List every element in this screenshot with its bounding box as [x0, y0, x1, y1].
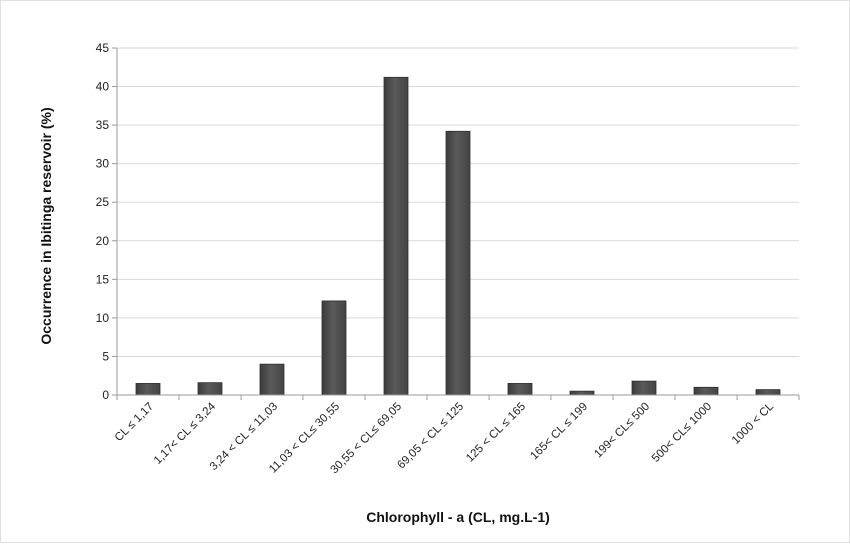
bar: [383, 76, 409, 396]
y-tick-labels: 0 5 10 15 20 25 30 35 40 45: [96, 41, 110, 402]
bar: [321, 300, 347, 396]
x-axis-title: Chlorophyll - a (CL, mg.L-1): [366, 509, 550, 525]
y-tick-label: 35: [96, 118, 110, 132]
y-tick-label: 20: [96, 234, 110, 248]
x-tick-label: 500< CL≤ 1000: [650, 401, 714, 465]
x-tick-label: 69,05 < CL ≤ 125: [395, 401, 466, 472]
bar: [631, 380, 657, 396]
x-tick-labels: CL ≤ 1,171,17< CL ≤ 3,243,24 < CL ≤ 11,0…: [113, 400, 777, 476]
y-tick-label: 25: [96, 195, 110, 209]
bars: [135, 76, 781, 396]
axes: [112, 47, 800, 400]
y-tick-label: 15: [96, 272, 110, 286]
y-tick-label: 0: [102, 388, 109, 402]
bar: [693, 386, 719, 396]
bar: [507, 383, 533, 396]
x-tick-label: 1000 < CL: [730, 400, 777, 447]
y-tick-label: 10: [96, 311, 110, 325]
y-tick-label: 5: [102, 349, 109, 363]
bar: [135, 383, 161, 396]
x-tick-label: 199< CL≤ 500: [592, 401, 652, 461]
bar: [259, 363, 285, 396]
x-tick-label: CL ≤ 1,17: [113, 401, 156, 444]
bar: [197, 382, 223, 396]
bar: [569, 390, 595, 396]
x-tick-label: 3,24 < CL ≤ 11,03: [208, 401, 280, 473]
bar: [755, 389, 781, 396]
x-tick-label: 30,55 < CL≤ 69,05: [329, 401, 405, 477]
y-axis-title: Occurrence in Ibitinga reservoir (%): [38, 107, 54, 344]
y-tick-label: 45: [96, 41, 110, 55]
bar: [445, 130, 471, 396]
y-tick-label: 40: [96, 80, 110, 94]
x-tick-label: 165< CL ≤ 199: [528, 401, 590, 463]
x-tick-label: 1,17< CL ≤ 3,24: [152, 400, 219, 467]
y-tick-label: 30: [96, 157, 110, 171]
x-tick-label: 125 < CL ≤ 165: [464, 401, 528, 465]
